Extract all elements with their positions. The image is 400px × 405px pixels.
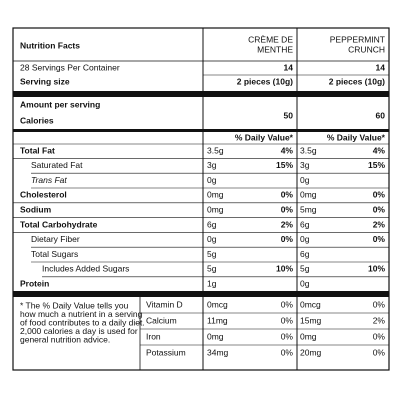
column-name: PEPPERMINT — [330, 34, 385, 44]
footnote: * The % Daily Value tells you — [20, 300, 129, 310]
nutrient-name: Total Fat — [20, 145, 55, 155]
nutrient-dv: 10% — [368, 264, 385, 274]
daily-value-header: % Daily Value* — [327, 132, 386, 142]
thick-rule — [13, 291, 389, 297]
nutrient-name: Total Sugars — [31, 249, 78, 259]
medium-rule — [13, 129, 389, 132]
nutrient-amount: 6g — [207, 219, 217, 229]
thick-rule — [13, 91, 389, 97]
nutrient-name: Trans Fat — [31, 175, 67, 185]
column-name: CRÈME DE — [248, 34, 293, 44]
vitamin-amount: 0mg — [207, 331, 224, 341]
nutrient-dv: 0% — [373, 234, 386, 244]
nutrient-dv: 0% — [373, 190, 386, 200]
nutrient-amount: 0g — [300, 234, 310, 244]
vitamin-amount: 34mg — [207, 347, 229, 357]
footnote: of food contributes to a daily diet. — [20, 317, 145, 327]
nutrient-amount: 3.5g — [300, 145, 317, 155]
column-name: MENTHE — [257, 44, 293, 54]
servings-value: 14 — [376, 62, 386, 72]
nutrient-dv: 0% — [281, 204, 294, 214]
nutrient-dv: 15% — [276, 160, 293, 170]
vitamin-amount: 20mg — [300, 347, 322, 357]
nutrient-amount: 3g — [207, 160, 217, 170]
calories-value: 60 — [376, 110, 386, 120]
nutrient-amount: 0mg — [207, 190, 224, 200]
vitamin-dv: 0% — [281, 331, 294, 341]
nutrient-amount: 5g — [207, 249, 217, 259]
nutrient-dv: 0% — [281, 234, 294, 244]
nutrient-amount: 5g — [300, 264, 310, 274]
footnote: general nutrition advice. — [20, 334, 110, 344]
vitamin-amount: 15mg — [300, 315, 322, 325]
nutrient-amount: 0mg — [207, 204, 224, 214]
nutrient-amount: 5mg — [300, 204, 317, 214]
vitamin-amount: 0mcg — [207, 299, 228, 309]
servings-value: 14 — [284, 62, 294, 72]
nutrient-amount: 0g — [300, 175, 310, 185]
footnote: how much a nutrient in a serving — [20, 309, 143, 319]
vitamin-amount: 0mg — [300, 331, 317, 341]
amount-caption: Amount per serving — [20, 99, 100, 109]
vitamin-name: Iron — [146, 331, 161, 341]
nutrient-dv: 4% — [281, 145, 294, 155]
nutrient-dv: 2% — [281, 219, 294, 229]
servings-label: 28 Servings Per Container — [20, 62, 120, 72]
vitamin-name: Potassium — [146, 347, 186, 357]
nutrient-dv: 15% — [368, 160, 385, 170]
nutrient-name: Cholesterol — [20, 190, 67, 200]
vitamin-dv: 2% — [373, 315, 386, 325]
serving-size-value: 2 pieces (10g) — [329, 76, 385, 86]
vitamin-dv: 0% — [373, 299, 386, 309]
nutrient-dv: 10% — [276, 264, 293, 274]
nutrient-name: Total Carbohydrate — [20, 219, 98, 229]
nutrient-name: Includes Added Sugars — [42, 264, 129, 274]
nutrient-name: Protein — [20, 278, 49, 288]
nutrient-amount: 0mg — [300, 190, 317, 200]
nutrient-amount: 6g — [300, 249, 310, 259]
label-border — [12, 27, 390, 371]
nutrient-amount: 5g — [207, 264, 217, 274]
footnote: 2,000 calories a day is used for — [20, 326, 138, 336]
vitamin-amount: 0mcg — [300, 299, 321, 309]
nutrient-amount: 6g — [300, 219, 310, 229]
vitamin-dv: 0% — [281, 347, 294, 357]
vitamin-dv: 0% — [281, 299, 294, 309]
serving-size-value: 2 pieces (10g) — [237, 76, 293, 86]
title: Nutrition Facts — [20, 40, 80, 50]
nutrient-dv: 2% — [373, 219, 386, 229]
serving-size-label: Serving size — [20, 76, 70, 86]
daily-value-header: % Daily Value* — [235, 132, 294, 142]
nutrient-dv: 0% — [373, 204, 386, 214]
vitamin-dv: 0% — [281, 315, 294, 325]
nutrient-amount: 0g — [207, 234, 217, 244]
nutrient-amount: 3.5g — [207, 145, 224, 155]
calories-label: Calories — [20, 115, 54, 125]
nutrient-name: Saturated Fat — [31, 160, 83, 170]
vitamin-amount: 11mg — [207, 315, 228, 325]
nutrient-amount: 3g — [300, 160, 310, 170]
calories-value: 50 — [284, 110, 294, 120]
nutrient-name: Dietary Fiber — [31, 234, 80, 244]
nutrient-amount: 1g — [207, 278, 217, 288]
vitamin-dv: 0% — [373, 347, 386, 357]
nutrient-dv: 0% — [281, 190, 294, 200]
nutrient-name: Sodium — [20, 204, 52, 214]
column-name: CRUNCH — [348, 44, 385, 54]
vitamin-name: Vitamin D — [146, 299, 183, 309]
nutrient-amount: 0g — [207, 175, 217, 185]
nutrient-amount: 0g — [300, 278, 310, 288]
vitamin-dv: 0% — [373, 331, 386, 341]
nutrient-dv: 4% — [373, 145, 386, 155]
vitamin-name: Calcium — [146, 315, 177, 325]
